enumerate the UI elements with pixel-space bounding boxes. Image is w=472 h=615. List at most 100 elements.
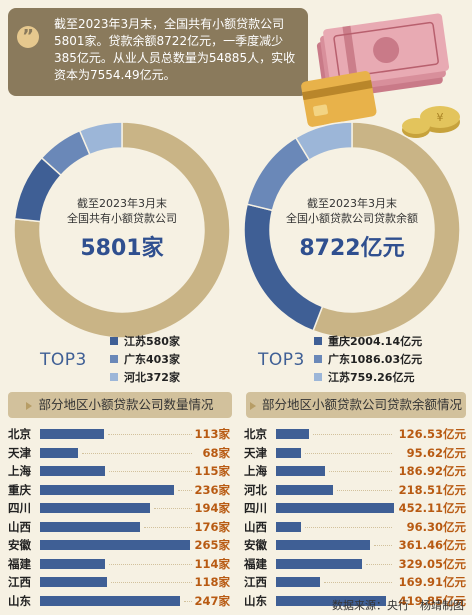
balance-category-label: 四川 (244, 501, 267, 515)
top3-label-left: TOP3 (40, 350, 87, 370)
balance-category-label: 江西 (244, 575, 267, 589)
count-bar (40, 429, 104, 439)
count-value-label: 114家 (194, 556, 230, 571)
count-value-label: 115家 (194, 464, 230, 478)
balance-row: 安徽 361.46亿元 (240, 536, 470, 555)
count-bar (40, 447, 78, 458)
bar-chart-count: 北京 113家 天津 68家 上海 115家 重庆 236家 四川 194家 山西 176家 安徽 265… (4, 425, 234, 610)
data-source: 数据来源：央行 杨靖制图 (332, 599, 464, 612)
count-bar (40, 521, 140, 532)
legend-right-text-2: 广东1086.03亿元 (328, 352, 423, 366)
count-leader-line (109, 471, 192, 472)
count-bar (40, 577, 107, 587)
count-category-label: 北京 (8, 427, 31, 441)
legend-swatch-icon (314, 355, 322, 363)
count-category-label: 天津 (8, 445, 31, 460)
donut-left-total: 5801家 (80, 236, 164, 261)
triangle-bullet-icon (26, 401, 33, 410)
count-row: 天津 68家 (4, 444, 234, 463)
count-row: 北京 113家 (4, 425, 234, 444)
balance-value-label: 329.05亿元 (398, 556, 466, 571)
balance-category-label: 福建 (244, 556, 267, 571)
count-value-label: 68家 (202, 445, 230, 460)
balance-leader-line (374, 545, 392, 546)
legend-right-item-2: 广东1086.03亿元 (314, 350, 422, 368)
donut-right-line1: 截至2023年3月末 (307, 197, 397, 210)
balance-leader-line (324, 582, 392, 583)
legend-right-item-3: 江苏759.26亿元 (314, 368, 422, 386)
quote-icon: ” (17, 26, 39, 48)
balance-row: 河北 218.51亿元 (240, 481, 470, 500)
legend-swatch-icon (314, 337, 322, 345)
count-value-label: 113家 (194, 427, 230, 441)
legend-right-item-1: 重庆2004.14亿元 (314, 332, 422, 350)
count-category-label: 四川 (8, 501, 31, 515)
balance-bar (276, 577, 320, 587)
count-leader-line (184, 600, 192, 602)
balance-leader-line (390, 600, 392, 602)
balance-bar (276, 540, 370, 550)
balance-value-label: 218.51亿元 (398, 482, 466, 497)
top3-label-right: TOP3 (258, 350, 305, 370)
count-row: 江西 118家 (4, 573, 234, 592)
balance-leader-line (337, 489, 392, 491)
intro-banner: ” 截至2023年3月末，全国共有小额贷款公司5801家。贷款余额8722亿元，… (8, 8, 308, 96)
balance-value-label: 361.46亿元 (398, 538, 466, 552)
legend-right: 重庆2004.14亿元 广东1086.03亿元江苏759.26亿元 (314, 332, 422, 386)
balance-leader-line (329, 471, 392, 472)
balance-leader-line (313, 434, 392, 435)
legend-swatch-icon (314, 373, 322, 381)
count-category-label: 江西 (8, 575, 31, 589)
donut-right-slice-4 (312, 121, 461, 339)
balance-value-label: 419.85亿元 (398, 593, 466, 608)
balance-row: 天津 95.62亿元 (240, 444, 470, 463)
balance-row: 福建 329.05亿元 (240, 555, 470, 574)
balance-bar (276, 558, 362, 569)
legend-swatch-icon (110, 337, 118, 345)
legend-right-text-1: 重庆2004.14亿元 (328, 334, 423, 348)
count-bar (40, 558, 105, 569)
balance-row: 四川 452.11亿元 (240, 499, 470, 518)
count-category-label: 山东 (8, 593, 31, 608)
balance-row: 上海 186.92亿元 (240, 462, 470, 481)
donut-right-total: 8722亿元 (299, 236, 405, 261)
bar-chart-balance: 北京 126.53亿元 天津 95.62亿元 上海 186.92亿元 河北 218.51亿元四… (240, 425, 470, 610)
legend-left-item-2: 广东403家 (110, 350, 180, 368)
count-value-label: 265家 (194, 538, 230, 552)
count-bar (40, 595, 180, 606)
money-illustration-icon: ¥ (301, 13, 460, 138)
balance-bar (276, 447, 301, 458)
count-leader-line (108, 434, 192, 435)
count-row: 上海 115家 (4, 462, 234, 481)
balance-category-label: 北京 (244, 427, 267, 441)
count-leader-line (82, 452, 192, 454)
count-bar (40, 466, 105, 476)
count-leader-line (109, 563, 192, 565)
count-leader-line (111, 582, 192, 583)
count-value-label: 194家 (194, 501, 230, 515)
donut-left-slice-3 (78, 121, 123, 156)
count-value-label: 247家 (194, 593, 230, 608)
svg-text:¥: ¥ (437, 111, 444, 124)
balance-value-label: 96.30亿元 (406, 519, 466, 534)
count-value-label: 236家 (194, 482, 230, 497)
balance-value-label: 186.92亿元 (398, 464, 466, 478)
legend-swatch-icon (110, 355, 118, 363)
balance-row: 江西 169.91亿元 (240, 573, 470, 592)
count-value-label: 176家 (194, 519, 230, 534)
legend-left-item-1: 江苏580家 (110, 332, 180, 350)
count-bar (40, 484, 174, 495)
intro-text: 截至2023年3月末，全国共有小额贷款公司5801家。贷款余额8722亿元，一季… (54, 17, 296, 82)
count-row: 四川 194家 (4, 499, 234, 518)
count-value-label: 118家 (194, 575, 230, 589)
balance-category-label: 安徽 (244, 538, 267, 552)
balance-leader-line (305, 452, 392, 454)
balance-leader-line (305, 526, 392, 528)
triangle-bullet-icon (249, 401, 256, 410)
balance-value-label: 95.62亿元 (406, 445, 466, 460)
donut-left-line2: 全国共有小额贷款公司 (67, 212, 177, 225)
balance-leader-line (366, 563, 392, 565)
count-category-label: 重庆 (8, 482, 31, 497)
balance-row: 北京 126.53亿元 (240, 425, 470, 444)
count-category-label: 山西 (8, 519, 31, 534)
